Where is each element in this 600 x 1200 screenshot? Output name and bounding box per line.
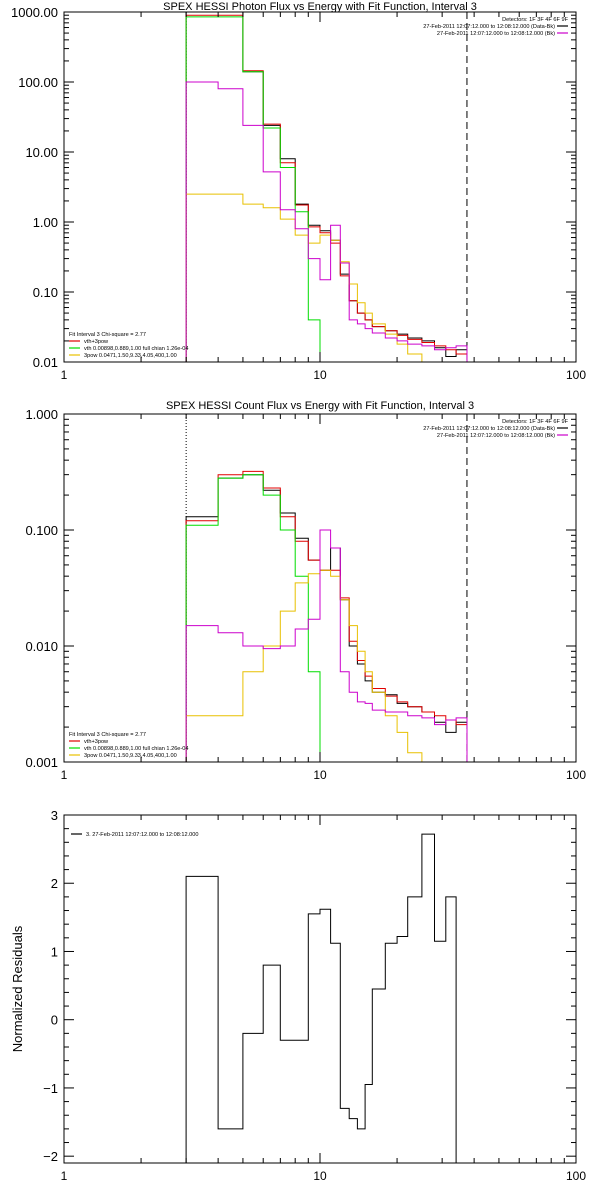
y-tick-label: 3 <box>51 808 58 823</box>
x-tick-label: 1 <box>61 368 68 382</box>
series-line-0 <box>185 833 457 1163</box>
y-tick-label: 0.01 <box>33 355 58 370</box>
legend-entry-label: 3. 27-Feb-2011 12:07:12.000 to 12:08:12.… <box>86 832 198 838</box>
chart-title: SPEX HESSI Photon Flux vs Energy with Fi… <box>163 1 477 13</box>
legend-entry-label: Fit Interval 3 Chi-square = 2.77 <box>69 332 146 338</box>
series-line-2 <box>185 16 321 362</box>
legend-entry-label: 27-Feb-2011 12:07:12.000 to 12:08:12.000… <box>437 433 555 439</box>
y-tick-label: 0.001 <box>25 755 58 770</box>
legend-entry-label: 27-Feb-2011 12:07:12.000 to 12:08:12.000… <box>423 24 555 30</box>
x-tick-label: 1 <box>61 768 68 782</box>
legend-bottom-left: Fit Interval 3 Chi-square = 2.77vth+3pow… <box>69 332 189 359</box>
legend-entry-label: Detectors: 1F 3F 4F 6F 9F <box>502 419 568 425</box>
plot-area <box>185 833 457 1163</box>
panel-residuals: 1 10 100 −2 −1 0 1 2 3 Normalized Residuals 3. 27-… <box>10 808 586 1183</box>
legend-bottom-left: Fit Interval 3 Chi-square = 2.77vth+3pow… <box>69 732 189 759</box>
chart-title: SPEX HESSI Count Flux vs Energy with Fit… <box>166 400 474 412</box>
panel-photon: SPEX HESSI Photon Flux vs Energy with Fi… <box>11 1 586 382</box>
plot-area <box>185 12 468 362</box>
legend-entry-label: vth 0.00898,0.889,1.00 full chian 1.26e-… <box>84 746 189 752</box>
x-tick-label: 100 <box>566 1169 586 1183</box>
x-tick-label: 1 <box>61 1169 68 1183</box>
x-tick-label: 100 <box>566 768 586 782</box>
y-tick-label: 0 <box>51 1013 58 1028</box>
y-tick-label: 0.100 <box>25 523 58 538</box>
legend-entry-label: Fit Interval 3 Chi-square = 2.77 <box>69 732 146 738</box>
series-line-3 <box>185 193 423 362</box>
legend-entry-label: 3pow 0.0471,1.50,9.33,4.05,400,1.00 <box>84 753 177 759</box>
legend-entry-label: vth+3pow <box>84 739 109 745</box>
legend-entry-label: 27-Feb-2011 12:07:12.000 to 12:08:12.000… <box>437 31 555 37</box>
series-line-0 <box>185 12 468 362</box>
y-tick-label: 0.10 <box>33 285 58 300</box>
plot-area <box>185 414 468 762</box>
legend-entry-label: vth+3pow <box>84 339 109 345</box>
axes-frame <box>63 11 577 363</box>
series-line-1 <box>185 470 468 762</box>
axes-frame <box>63 814 577 1164</box>
legend-top-left: 3. 27-Feb-2011 12:07:12.000 to 12:08:12.… <box>71 832 198 838</box>
y-tick-label: 2 <box>51 876 58 891</box>
x-tick-label: 10 <box>313 768 327 782</box>
y-tick-label: 100.00 <box>18 75 58 90</box>
series-line-1 <box>185 14 468 362</box>
y-tick-label: 0.010 <box>25 639 58 654</box>
y-tick-label: −1 <box>43 1081 58 1096</box>
y-tick-label: 1.00 <box>33 215 58 230</box>
series-line-3 <box>185 569 423 762</box>
x-tick-label: 100 <box>566 368 586 382</box>
x-tick-label: 10 <box>313 1169 327 1183</box>
y-tick-label: 10.00 <box>25 145 58 160</box>
series-line-2 <box>185 474 321 762</box>
y-axis-label: Normalized Residuals <box>10 925 25 1052</box>
legend-entry-label: vth 0.00898,0.889,1.00 full chian 1.26e-… <box>84 346 189 352</box>
y-tick-label: −2 <box>43 1149 58 1164</box>
y-tick-label: 1.000 <box>25 407 58 422</box>
series-line-4 <box>185 529 468 762</box>
series-line-4 <box>185 81 468 362</box>
legend-entry-label: Detectors: 1F 3F 4F 6F 9F <box>502 17 568 23</box>
y-tick-label: 1000.00 <box>11 5 58 20</box>
y-tick-label: 1 <box>51 944 58 959</box>
panel-count: SPEX HESSI Count Flux vs Energy with Fit… <box>25 400 586 782</box>
legend-entry-label: 27-Feb-2011 12:07:12.000 to 12:08:12.000… <box>423 426 555 432</box>
legend-entry-label: 3pow 0.0471,1.50,9.33,4.05,400,1.00 <box>84 353 177 359</box>
x-tick-label: 10 <box>313 368 327 382</box>
series-line-0 <box>185 474 468 762</box>
